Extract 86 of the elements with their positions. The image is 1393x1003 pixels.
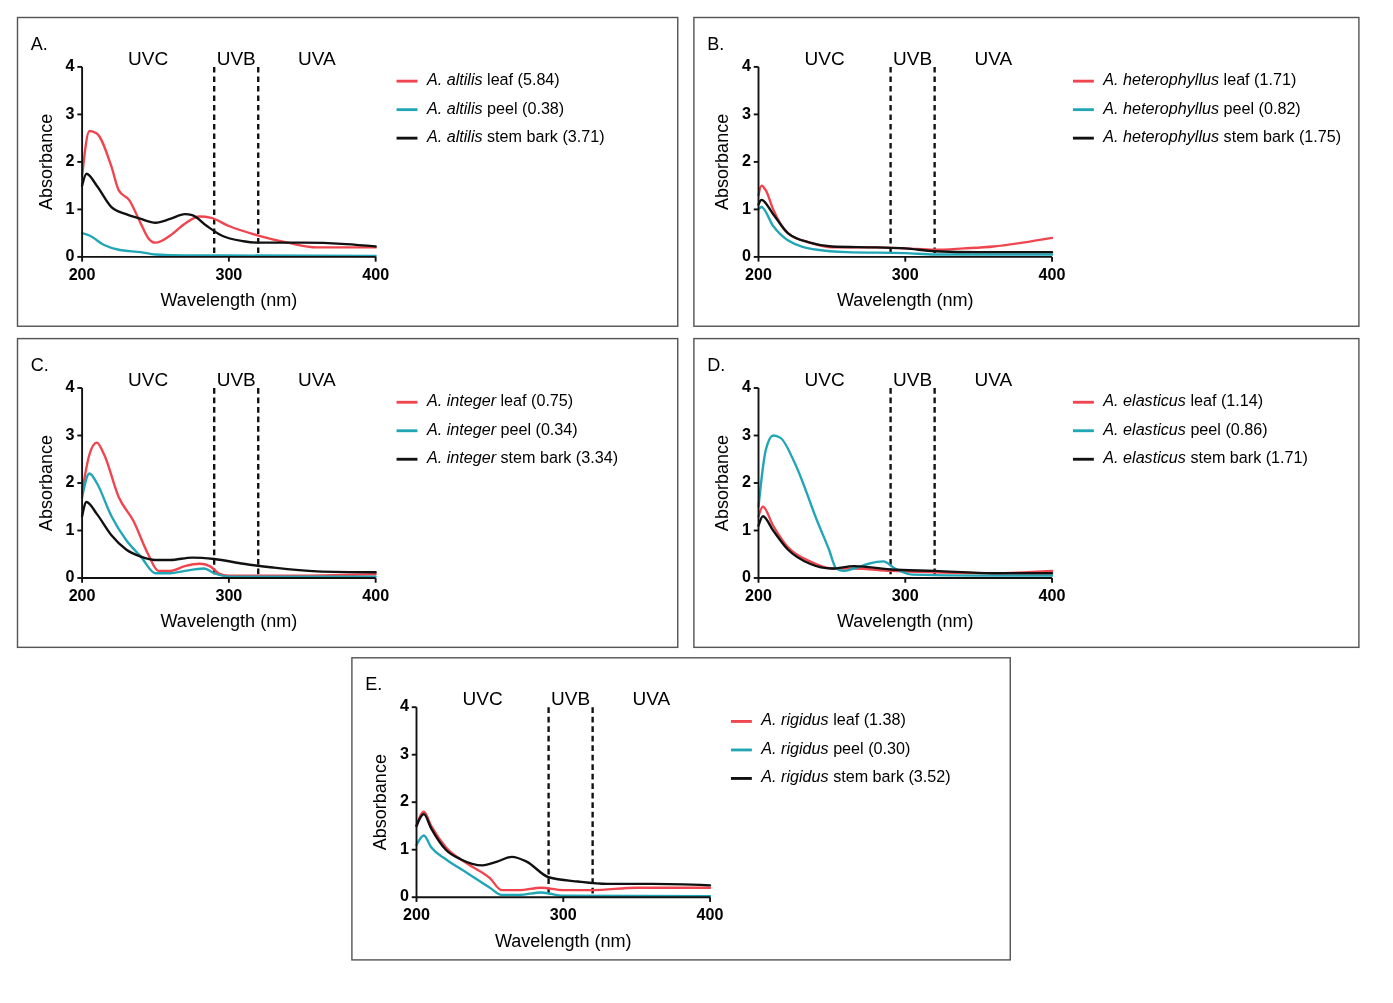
y-tick-label: 3	[741, 424, 751, 443]
x-tick-label: 300	[891, 264, 919, 283]
y-tick-label: 4	[741, 377, 751, 396]
y-tick-label: 0	[65, 246, 75, 265]
legend-label: A. rigidus peel (0.30)	[760, 739, 911, 758]
annotation: UVB	[893, 369, 933, 391]
legend-label: A. elasticus peel (0.86)	[1102, 420, 1268, 439]
x-tick-label: 400	[362, 264, 390, 283]
y-tick-label: 1	[65, 519, 75, 538]
y-tick-label: 1	[741, 198, 751, 217]
chart-title: C.	[30, 354, 49, 375]
annotation: UVC	[128, 48, 169, 69]
y-axis-title: Absorbance	[712, 434, 733, 532]
y-tick-label: 1	[741, 519, 751, 538]
annotation: UVC	[462, 688, 503, 710]
x-axis-title: Wavelength (nm)	[160, 611, 298, 632]
y-tick-label: 2	[399, 791, 409, 810]
chart-title: A.	[30, 33, 48, 54]
y-tick-label: 0	[399, 886, 409, 905]
y-tick-label: 1	[399, 838, 409, 857]
chart-title: E.	[365, 674, 383, 695]
chart-title: B.	[707, 33, 725, 54]
y-tick-label: 2	[741, 472, 751, 491]
annotation: UVB	[893, 48, 933, 69]
y-tick-label: 2	[65, 472, 75, 491]
y-axis-title: Absorbance	[370, 754, 391, 851]
x-axis-title: Wavelength (nm)	[160, 290, 298, 311]
chart-title: D.	[707, 354, 726, 375]
legend-label: A. integer peel (0.34)	[425, 420, 578, 439]
legend-label: A. heterophyllus leaf (1.71)	[1102, 70, 1297, 89]
annotation: UVC	[804, 369, 845, 391]
y-tick-label: 3	[65, 424, 75, 443]
legend-label: A. altilis stem bark (3.71)	[425, 127, 605, 146]
x-tick-label: 200	[745, 264, 772, 283]
y-tick-label: 0	[741, 567, 751, 586]
legend-label: A. elasticus leaf (1.14)	[1102, 391, 1264, 410]
line-series	[80, 129, 377, 249]
x-tick-label: 200	[68, 264, 96, 283]
y-tick-label: 4	[65, 377, 75, 396]
y-tick-label: 2	[741, 151, 751, 170]
x-tick-label: 300	[215, 264, 243, 283]
annotation: UVC	[804, 48, 845, 69]
legend-label: A. altilis leaf (5.84)	[425, 70, 560, 89]
x-tick-label: 300	[891, 585, 919, 604]
y-tick-label: 2	[65, 151, 75, 170]
y-axis-title: Absorbance	[35, 434, 56, 532]
y-tick-label: 3	[65, 103, 75, 122]
y-tick-label: 4	[741, 56, 751, 75]
legend-label: A. heterophyllus peel (0.82)	[1102, 98, 1301, 117]
legend-label: A. elasticus stem bark (1.71)	[1102, 448, 1308, 467]
y-tick-label: 4	[65, 56, 75, 75]
x-tick-label: 200	[403, 905, 430, 923]
annotation: UVA	[298, 48, 337, 69]
x-tick-label: 400	[1038, 264, 1066, 283]
annotation: UVA	[632, 688, 671, 710]
legend-label: A. altilis peel (0.38)	[425, 98, 565, 117]
y-tick-label: 4	[399, 696, 409, 715]
y-tick-label: 3	[399, 743, 409, 762]
legend-label: A. integer leaf (0.75)	[425, 391, 574, 410]
y-axis-title: Absorbance	[712, 113, 733, 211]
y-tick-label: 0	[65, 567, 75, 586]
x-tick-label: 400	[1038, 585, 1066, 604]
y-tick-label: 0	[741, 246, 751, 265]
x-tick-label: 300	[215, 585, 243, 604]
annotation: UVB	[216, 369, 256, 391]
legend-label: A. rigidus stem bark (3.52)	[760, 767, 951, 786]
annotation: UVA	[974, 48, 1013, 69]
x-tick-label: 200	[68, 585, 96, 604]
annotation: UVA	[974, 369, 1013, 391]
legend-label: A. integer stem bark (3.34)	[425, 448, 619, 467]
annotation: UVB	[551, 688, 591, 710]
y-tick-label: 1	[65, 198, 75, 217]
annotation: UVC	[128, 369, 169, 391]
x-axis-title: Wavelength (nm)	[494, 930, 632, 951]
x-tick-label: 300	[549, 905, 577, 923]
y-axis-title: Absorbance	[35, 113, 56, 211]
legend-label: A. rigidus leaf (1.38)	[760, 710, 906, 729]
legend-label: A. heterophyllus stem bark (1.75)	[1102, 127, 1342, 146]
x-tick-label: 200	[745, 585, 772, 604]
x-tick-label: 400	[362, 585, 390, 604]
x-axis-title: Wavelength (nm)	[836, 290, 974, 311]
annotation: UVA	[298, 369, 337, 391]
annotation: UVB	[216, 48, 256, 69]
x-axis-title: Wavelength (nm)	[836, 611, 974, 632]
y-tick-label: 3	[741, 103, 751, 122]
x-tick-label: 400	[696, 905, 724, 923]
